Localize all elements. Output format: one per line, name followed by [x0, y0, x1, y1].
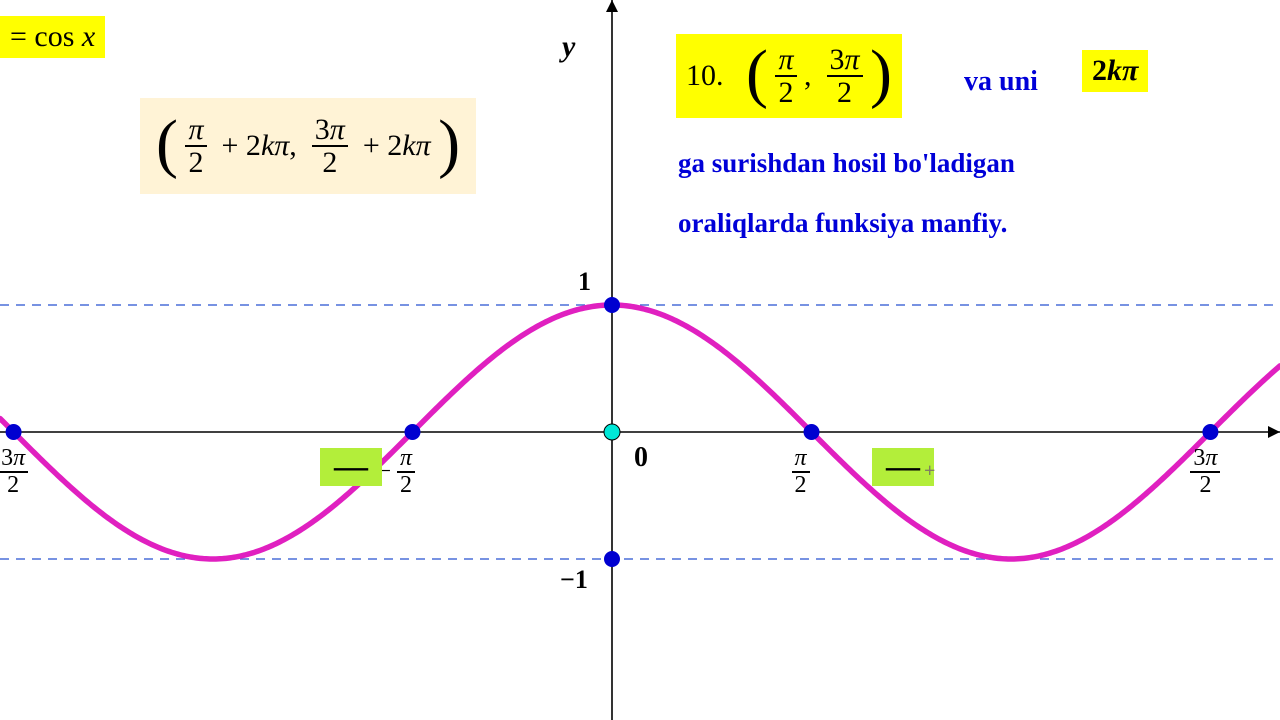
- va-uni-text: va uni: [964, 66, 1038, 98]
- desc-line-2: oraliqlarda funksiya manfiy.: [678, 208, 1007, 239]
- x-var: x: [82, 20, 95, 53]
- item10-prefix: 10.: [686, 59, 724, 92]
- function-label: = cos x: [0, 16, 105, 58]
- cos-text: cos: [34, 20, 74, 53]
- cursor-icon: +: [924, 460, 935, 483]
- xtick-2: π2: [792, 446, 810, 498]
- period-box: 2kπ: [1082, 50, 1148, 92]
- xtick-1: − π2: [377, 446, 415, 498]
- xtick-3: 3π2: [1190, 446, 1220, 498]
- desc-line-1: ga surishdan hosil bo'ladigan: [678, 148, 1015, 179]
- ytick-1: 1: [578, 267, 591, 297]
- equals-text: =: [10, 20, 34, 53]
- xtick-0: − 3π2: [0, 446, 28, 498]
- ytick-neg1: −1: [560, 565, 588, 595]
- y-axis-label: y: [562, 30, 575, 64]
- origin-label: 0: [634, 442, 648, 474]
- minus-box-left: —: [320, 448, 382, 486]
- item10-box: 10. ( π2 , 3π2 ): [676, 34, 902, 118]
- interval-general-box: ( π2 + 2kπ, 3π2 + 2kπ ): [140, 98, 476, 194]
